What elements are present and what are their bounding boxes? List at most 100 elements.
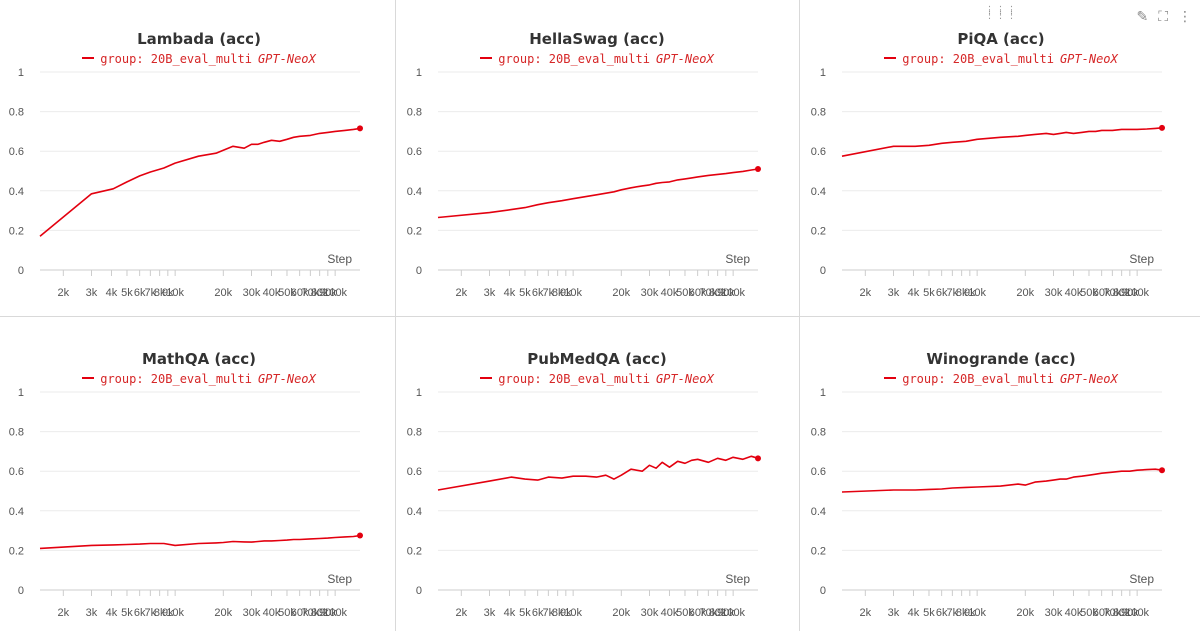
y-tick-label: 0.6	[811, 466, 826, 478]
legend-tag: GPT-NeoX	[655, 372, 714, 386]
x-tick-label: 30k	[243, 287, 261, 299]
x-tick-label: 7k	[947, 287, 959, 299]
series-end-point[interactable]	[357, 532, 363, 539]
chart-panel-pubmedqa[interactable]: PubMedQA (acc) group: 20B_eval_multi GPT-N…	[398, 320, 796, 638]
y-tick-label: 0	[416, 265, 422, 277]
pencil-icon[interactable]: ✎	[1136, 8, 1149, 24]
x-tick-label: 20k	[1016, 287, 1034, 299]
x-tick-label: 80k	[709, 607, 727, 619]
x-tick-label: 2k	[57, 607, 69, 619]
y-tick-label: 0.4	[811, 506, 826, 518]
x-tick-label: 7k	[947, 607, 959, 619]
chart-legend[interactable]: group: 20B_eval_multi GPT-NeoX	[0, 52, 398, 66]
y-tick-label: 0.2	[811, 225, 826, 237]
x-tick-label: 9k	[964, 607, 976, 619]
x-tick-label: 8k	[956, 607, 968, 619]
chart-title: Lambada (acc)	[137, 30, 261, 48]
expand-icon[interactable]: ⛶	[1158, 8, 1168, 24]
x-tick-label: 5k	[519, 287, 531, 299]
x-tick-label: 3k	[888, 607, 900, 619]
x-tick-label: 100k	[721, 287, 745, 299]
series-end-point[interactable]	[755, 455, 761, 462]
x-tick-label: 70k	[301, 607, 319, 619]
x-tick-label: 50k	[1080, 607, 1098, 619]
x-tick-label: 80k	[1113, 607, 1131, 619]
series-line[interactable]	[437, 168, 759, 219]
x-axis-label: Step	[327, 252, 352, 266]
series-line[interactable]	[39, 534, 361, 550]
legend-label: group: 20B_eval_multi	[100, 372, 252, 386]
chart-legend[interactable]: group: 20B_eval_multi GPT-NeoX	[398, 52, 796, 66]
series-end-point[interactable]	[357, 125, 363, 132]
x-tick-label: 4k	[908, 607, 920, 619]
x-tick-label: 60k	[1093, 287, 1111, 299]
chart-title: PiQA (acc)	[957, 30, 1045, 48]
y-tick-label: 1	[416, 387, 422, 399]
chart-legend[interactable]: group: 20B_eval_multi GPT-NeoX	[398, 372, 796, 386]
series-line[interactable]	[39, 127, 361, 237]
chart-panel-piqa[interactable]: ⋮⋮⋮ ⋮⋮⋮ ✎ ⛶ ⋮ PiQA (acc) group: 20B_eval_m…	[802, 0, 1200, 318]
legend-swatch	[480, 376, 493, 379]
x-tick-label: 70k	[1103, 607, 1121, 619]
drag-handle-icon[interactable]: ⋮⋮⋮ ⋮⋮⋮	[984, 5, 1018, 21]
chart-panel-mathqa[interactable]: MathQA (acc) group: 20B_eval_multi GPT-Neo…	[0, 320, 398, 638]
x-tick-label: 7k	[145, 607, 157, 619]
x-tick-label: 5k	[121, 607, 133, 619]
x-tick-label: 4k	[106, 287, 118, 299]
y-tick-label: 0	[18, 585, 24, 597]
chart-panel-hellaswag[interactable]: HellaSwag (acc) group: 20B_eval_multi GPT-…	[398, 0, 796, 318]
chart-legend[interactable]: group: 20B_eval_multi GPT-NeoX	[0, 372, 398, 386]
x-tick-label: 3k	[484, 607, 496, 619]
panel-divider	[799, 0, 800, 631]
x-tick-label: 8k	[552, 607, 564, 619]
more-vertical-icon[interactable]: ⋮	[1178, 8, 1192, 24]
x-tick-label: 6k	[134, 287, 146, 299]
panel-divider	[395, 0, 396, 631]
y-tick-label: 0.4	[9, 186, 24, 198]
x-tick-label: 40k	[263, 287, 281, 299]
x-tick-label: 2k	[455, 607, 467, 619]
series-line[interactable]	[841, 468, 1163, 493]
series-line[interactable]	[841, 127, 1163, 157]
legend-tag: GPT-NeoX	[655, 52, 714, 66]
x-tick-label: 30k	[1045, 287, 1063, 299]
x-tick-label: 9k	[560, 607, 572, 619]
chart-panel-lambada[interactable]: Lambada (acc) group: 20B_eval_multi GPT-Ne…	[0, 0, 398, 318]
x-tick-label: 3k	[484, 287, 496, 299]
x-axis-label: Step	[725, 252, 750, 266]
y-tick-label: 0	[18, 265, 24, 277]
x-tick-label: 40k	[1065, 607, 1083, 619]
series-line[interactable]	[437, 455, 759, 491]
y-tick-label: 0.6	[9, 466, 24, 478]
y-tick-label: 0.8	[407, 427, 422, 439]
chart-legend[interactable]: group: 20B_eval_multi GPT-NeoX	[802, 372, 1200, 386]
legend-label: group: 20B_eval_multi	[498, 52, 650, 66]
legend-label: group: 20B_eval_multi	[498, 372, 650, 386]
x-tick-label: 90k	[319, 287, 337, 299]
x-tick-label: 100k	[323, 287, 347, 299]
chart-legend[interactable]: group: 20B_eval_multi GPT-NeoX	[802, 52, 1200, 66]
series-end-point[interactable]	[1159, 467, 1165, 474]
x-tick-label: 5k	[923, 607, 935, 619]
x-axis-label: Step	[1129, 252, 1154, 266]
x-axis-label: Step	[725, 572, 750, 586]
chart-panel-winogrande[interactable]: Winogrande (acc) group: 20B_eval_multi GPT…	[802, 320, 1200, 638]
x-tick-label: 90k	[717, 607, 735, 619]
x-tick-label: 3k	[86, 287, 98, 299]
x-tick-label: 3k	[888, 287, 900, 299]
series-end-point[interactable]	[1159, 124, 1165, 131]
x-tick-label: 60k	[689, 607, 707, 619]
series-end-point[interactable]	[755, 166, 761, 173]
x-tick-label: 20k	[612, 607, 630, 619]
x-tick-label: 2k	[859, 287, 871, 299]
x-tick-label: 8k	[552, 287, 564, 299]
x-tick-label: 4k	[504, 287, 516, 299]
x-tick-label: 10k	[166, 607, 184, 619]
